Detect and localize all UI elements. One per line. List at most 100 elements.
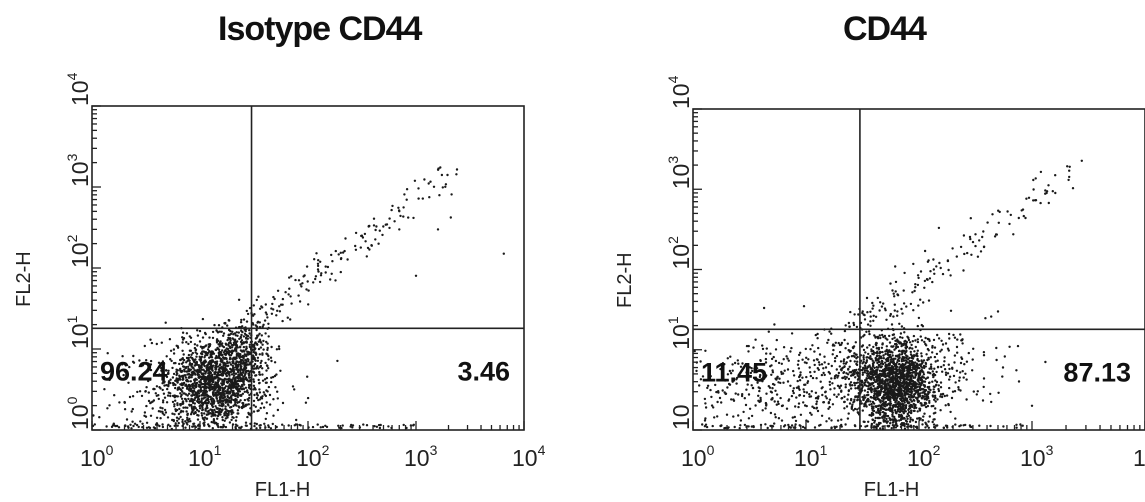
data-point [876,335,880,339]
data-point [203,418,206,422]
data-point [928,401,931,404]
data-point [738,427,741,430]
data-point [797,367,801,370]
data-point [861,396,865,399]
data-point [941,392,945,396]
data-point [873,419,877,422]
data-point [837,393,840,396]
data-point [139,420,142,423]
data-point [900,382,904,385]
y-tick-exponent: 2 [665,236,681,244]
y-tick-exponent: 3 [64,153,80,161]
data-point [245,309,248,313]
data-point [876,358,880,361]
data-point [803,361,807,364]
data-point [234,348,237,351]
data-point [815,402,818,406]
data-point [339,251,342,254]
data-point [185,365,188,369]
data-point [212,418,216,421]
data-point [828,330,831,333]
data-point [230,346,234,349]
data-point [203,391,207,395]
data-point [968,424,972,427]
data-point [873,421,876,424]
data-point [186,416,189,419]
data-point [826,341,829,344]
data-point [186,418,189,421]
data-point [884,366,888,369]
data-point [228,377,231,380]
data-point [777,402,780,406]
data-point [147,391,150,394]
data-point [790,424,794,427]
data-point [261,379,265,382]
data-point [195,355,198,358]
data-point [147,399,151,403]
data-point [891,354,894,357]
y-tick-exponent: 4 [665,75,681,83]
data-point [234,334,237,337]
data-point [846,417,850,420]
data-point [821,393,824,397]
data-point [920,323,923,327]
x-tick-exponent: 0 [707,442,715,458]
data-point [252,384,256,387]
data-point [193,387,196,390]
data-point [909,398,912,401]
data-point [879,382,882,385]
data-point [817,346,820,350]
data-point [759,373,762,377]
data-point [878,379,881,382]
data-point [765,374,768,377]
data-point [932,404,935,408]
data-point [198,329,202,333]
x-tick-exponent: 2 [322,442,330,458]
data-point [913,289,916,293]
data-point [927,420,930,423]
data-point [255,336,259,339]
data-point [740,394,744,398]
data-point [248,306,252,310]
data-point [167,380,171,383]
data-point [820,363,824,366]
data-point [188,384,192,387]
data-point [218,404,221,407]
data-point [923,366,926,370]
data-point [221,349,224,352]
data-point [195,391,198,394]
data-point [263,319,267,322]
data-point [879,301,882,304]
data-point [247,403,250,406]
data-point [244,403,247,406]
data-point [912,388,915,391]
data-point [276,408,280,412]
data-point [190,353,193,356]
data-point [1030,404,1034,407]
data-point [854,424,857,428]
data-point [855,362,858,366]
data-point [167,372,170,375]
data-point [368,248,371,251]
data-point [318,280,322,284]
data-point [916,367,919,370]
data-point [745,344,749,348]
data-point [981,399,985,402]
data-point [896,408,900,411]
data-point [814,333,817,337]
data-point [853,313,856,316]
data-point [773,413,777,416]
data-point [1054,191,1057,195]
data-point [895,366,898,369]
x-tick-exponent: 2 [933,442,941,458]
data-point [211,369,214,372]
data-point [908,341,912,344]
data-point [201,352,204,356]
data-point [816,367,819,370]
y-tick-exponent: 1 [665,316,681,324]
data-point [900,392,904,395]
data-point [860,402,863,405]
data-point [911,385,914,388]
data-point [238,394,242,397]
x-tick-label: 100 [80,442,114,471]
